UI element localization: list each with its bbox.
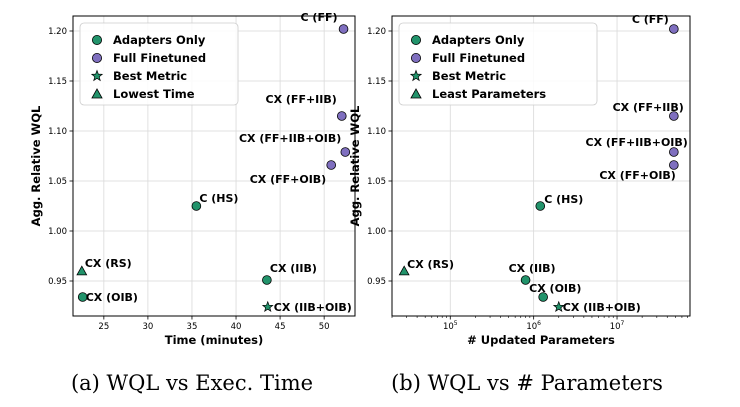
point-label-a-c-ff: C (FF) [301, 11, 338, 24]
point-a-cx-ff-iib [336, 111, 347, 121]
legend-label-b-best-metric: Best Metric [432, 69, 506, 83]
legend-marker-a-full-finetuned [91, 52, 103, 64]
legend-marker-b-full-finetuned [410, 52, 422, 64]
legend-box-a [79, 22, 239, 106]
x-axis-title-a: Time (minutes) [165, 333, 264, 347]
point-label-b-cx-ff-iib-oib: CX (FF+IIB+OIB) [586, 136, 688, 149]
legend-a: Adapters Only Full Finetuned Best Metric Lo… [79, 22, 239, 106]
y-tick-label-b-2: 1.05 [367, 177, 386, 187]
legend-box-b [398, 22, 598, 106]
point-label-a-cx-oib: CX (OIB) [86, 291, 138, 304]
legend-marker-a-adapters-only [91, 34, 103, 46]
point-label-a-cx-ff-oib: CX (FF+OIB) [250, 173, 327, 186]
y-tick-label-b-0: 0.95 [367, 277, 386, 287]
x-axis-title-b: # Updated Parameters [467, 333, 615, 347]
point-b-c-ff [669, 24, 679, 34]
point-label-b-cx-rs: CX (RS) [407, 258, 454, 271]
x-tick-label-a-3: 40 [231, 322, 242, 332]
x-tick-label-b-0: 105 [443, 320, 458, 332]
point-label-a-cx-ff-iib: CX (FF+IIB) [266, 93, 337, 106]
x-tick-label-a-4: 45 [275, 322, 286, 332]
legend-label-b-full-finetuned: Full Finetuned [432, 51, 525, 65]
point-a-cx-ff-oib [326, 160, 337, 170]
point-b-c-hs [535, 201, 546, 211]
y-tick-label-b-1: 1.00 [367, 227, 386, 237]
plot-frame-a [72, 15, 356, 317]
point-b-cx-ff-iib-oib [669, 147, 679, 157]
point-label-a-c-hs: C (HS) [199, 192, 238, 205]
point-label-b-cx-ff-oib: CX (FF+OIB) [599, 169, 676, 182]
point-b-cx-oib [538, 292, 548, 302]
legend-label-a-full-finetuned: Full Finetuned [113, 51, 206, 65]
x-tick-label-a-1: 30 [142, 322, 153, 332]
legend-marker-a-lowest-time [91, 88, 103, 99]
y-tick-label-b-4: 1.15 [367, 77, 386, 87]
point-label-b-cx-iib: CX (IIB) [509, 262, 556, 275]
legend-marker-b-best-metric [409, 69, 423, 82]
point-label-a-cx-ff-iib-oib: CX (FF+IIB+OIB) [239, 132, 341, 145]
y-tick-label-b-5: 1.20 [367, 27, 386, 37]
x-tick-label-a-0: 25 [98, 322, 109, 332]
legend-label-a-best-metric: Best Metric [113, 69, 187, 83]
point-a-cx-oib [77, 292, 88, 302]
y-tick-label-a-5: 1.20 [48, 27, 67, 37]
legend-label-a-lowest-time: Lowest Time [113, 87, 195, 101]
y-tick-label-a-4: 1.15 [48, 77, 67, 87]
point-label-a-cx-iib: CX (IIB) [270, 262, 317, 275]
point-label-b-cx-oib: CX (OIB) [529, 282, 581, 295]
y-tick-label-a-0: 0.95 [48, 277, 67, 287]
y-tick-label-b-3: 1.10 [367, 127, 386, 137]
x-tick-label-b-1: 106 [526, 320, 541, 332]
point-b-cx-ff-oib [669, 160, 679, 170]
point-a-cx-ff-iib-oib [340, 147, 351, 157]
legend-b: Adapters Only Full Finetuned Best Metric Le… [398, 22, 598, 106]
point-a-c-hs [191, 201, 202, 211]
point-a-cx-iib-oib [261, 300, 274, 313]
point-label-b-cx-ff-iib: CX (FF+IIB) [613, 101, 684, 114]
legend-label-b-least-parameters: Least Parameters [432, 87, 546, 101]
point-label-b-cx-iib-oib: CX (IIB+OIB) [563, 301, 641, 314]
point-a-c-ff [338, 24, 349, 34]
plot-frame-b [391, 15, 691, 317]
point-b-cx-iib [520, 275, 531, 285]
y-tick-label-a-3: 1.10 [48, 127, 67, 137]
point-b-cx-ff-iib [669, 111, 679, 121]
caption-b: (b) WQL vs # Parameters [391, 371, 663, 395]
point-label-b-c-ff: C (FF) [632, 13, 669, 26]
caption-a: (a) WQL vs Exec. Time [71, 371, 313, 395]
x-tick-label-a-5: 50 [319, 322, 330, 332]
y-tick-label-a-2: 1.05 [48, 177, 67, 187]
x-tick-label-a-2: 35 [187, 322, 198, 332]
legend-label-a-adapters-only: Adapters Only [113, 33, 206, 47]
chart-wql-vs-time: 25 30 35 40 45 50 0.95 1.00 1.05 1.10 1.15 1.20 Time… [29, 11, 356, 347]
point-a-cx-iib [262, 275, 272, 285]
point-label-b-c-hs: C (HS) [544, 193, 583, 206]
legend-marker-a-best-metric [90, 69, 104, 82]
y-tick-label-a-1: 1.00 [48, 227, 67, 237]
y-axis-title-b: Agg. Relative WQL [348, 105, 362, 226]
point-b-cx-rs [398, 265, 410, 276]
legend-label-b-adapters-only: Adapters Only [432, 33, 525, 47]
grid-b [392, 16, 690, 316]
point-label-a-cx-rs: CX (RS) [85, 257, 132, 270]
point-a-cx-rs [76, 265, 88, 276]
point-b-cx-iib-oib [552, 300, 565, 313]
chart-wql-vs-params: 105 106 107 0.95 1.00 1.05 1.10 1.15 1.20 # Updat… [348, 13, 691, 347]
legend-marker-b-least-parameters [410, 88, 422, 99]
y-axis-title-a: Agg. Relative WQL [29, 105, 43, 226]
point-label-a-cx-iib-oib: CX (IIB+OIB) [274, 301, 352, 314]
legend-marker-b-adapters-only [410, 34, 422, 46]
x-tick-label-b-2: 107 [610, 320, 625, 332]
